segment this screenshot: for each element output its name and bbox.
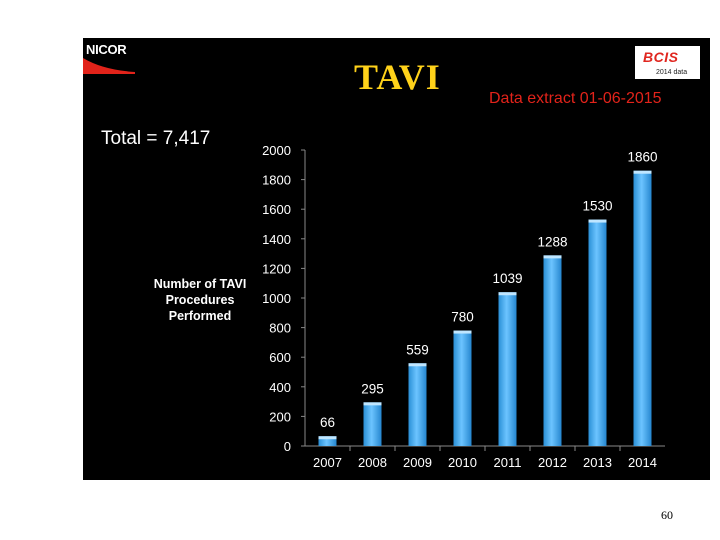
data-label: 1860 <box>627 150 657 165</box>
bar <box>408 363 427 446</box>
x-tick-label: 2013 <box>583 455 612 470</box>
x-tick-label: 2011 <box>494 455 522 470</box>
bar <box>498 292 517 446</box>
bar <box>318 436 337 446</box>
y-tick-label: 2000 <box>262 143 291 158</box>
nicor-logo-text: NICOR <box>86 42 127 57</box>
bar-cap <box>363 402 382 406</box>
bar-cap <box>633 170 652 174</box>
data-label: 66 <box>320 415 335 430</box>
nicor-logo: NICOR <box>83 38 135 74</box>
bar-cap <box>318 436 337 440</box>
x-tick-label: 2012 <box>538 455 567 470</box>
data-label: 559 <box>406 342 429 357</box>
bar <box>453 330 472 446</box>
y-axis-label: Number of TAVI Procedures Performed <box>153 277 247 323</box>
x-tick-label: 2014 <box>628 455 657 470</box>
y-tick-label: 200 <box>269 409 291 424</box>
bar-cap <box>498 292 517 296</box>
data-label: 780 <box>451 310 474 325</box>
x-tick-label: 2008 <box>358 455 387 470</box>
page-title: TAVI <box>354 57 441 97</box>
data-label: 295 <box>361 381 384 396</box>
bar-cap <box>543 255 562 259</box>
data-label: 1039 <box>492 271 522 286</box>
bar <box>633 170 652 446</box>
bar <box>543 255 562 446</box>
bcis-logo: BCIS 2014 data <box>635 46 700 79</box>
data-label: 1288 <box>537 234 567 249</box>
page-number: 60 <box>661 508 673 522</box>
y-tick-label: 0 <box>284 439 291 454</box>
y-tick-label: 1200 <box>262 261 291 276</box>
bar-cap <box>408 363 427 367</box>
bar-cap <box>588 219 607 223</box>
y-tick-label: 1600 <box>262 202 291 217</box>
bar <box>363 402 382 446</box>
bcis-logo-subtitle: 2014 data <box>656 69 688 76</box>
nicor-swoosh-icon <box>83 58 135 74</box>
bcis-logo-text: BCIS <box>643 49 679 65</box>
y-tick-label: 800 <box>269 321 291 336</box>
bar-cap <box>453 330 472 334</box>
y-tick-label: 400 <box>269 380 291 395</box>
slide: NICOR TAVI BCIS 2014 data Data extract 0… <box>83 38 710 480</box>
data-extract-date: Data extract 01-06-2015 <box>489 90 662 107</box>
y-tick-label: 1400 <box>262 232 291 247</box>
bar <box>588 219 607 446</box>
data-label: 1530 <box>582 199 612 214</box>
x-tick-label: 2009 <box>403 455 432 470</box>
x-tick-label: 2010 <box>448 455 477 470</box>
y-tick-label: 1800 <box>262 173 291 188</box>
bar-chart: 0 200 400 600 800 1000 1200 1400 1600 1800 2000 66 2… <box>262 143 665 470</box>
total-count: Total = 7,417 <box>101 128 211 149</box>
y-tick-label: 1000 <box>262 291 291 306</box>
x-tick-label: 2007 <box>313 455 342 470</box>
y-tick-label: 600 <box>269 350 291 365</box>
